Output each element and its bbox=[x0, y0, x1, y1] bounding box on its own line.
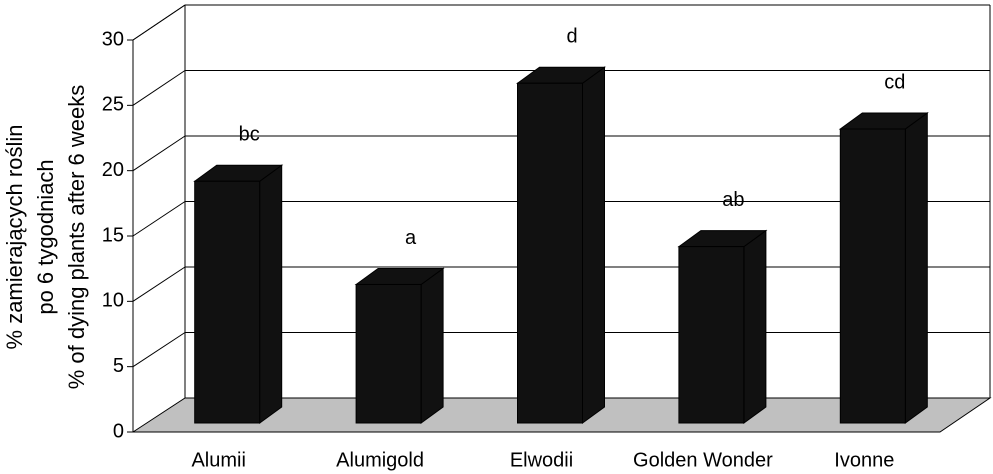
bar-letter: bc bbox=[239, 124, 260, 146]
y-axis-title-line: po 6 tygodniach bbox=[33, 159, 58, 314]
bar-letter: a bbox=[405, 227, 417, 249]
x-tick-label: Golden Wonder bbox=[633, 449, 773, 471]
bar-side bbox=[743, 229, 767, 424]
y-tick-label: 20 bbox=[102, 159, 124, 181]
y-axis-title-line: % zamierających roślin bbox=[2, 125, 27, 350]
bar-letter: d bbox=[566, 26, 577, 48]
y-axis-title-line: % of dying plants after 6 weeks bbox=[64, 85, 89, 390]
bar-side bbox=[420, 267, 444, 424]
grid-line-side bbox=[132, 201, 186, 237]
y-tick-label: 30 bbox=[102, 28, 124, 50]
bar-side bbox=[582, 66, 605, 424]
bar-side bbox=[259, 164, 283, 424]
grid-line-side bbox=[132, 4, 186, 41]
bar bbox=[517, 82, 583, 424]
grid-line-side bbox=[132, 332, 186, 368]
bar bbox=[194, 180, 261, 424]
bar bbox=[678, 246, 745, 424]
bar bbox=[355, 283, 422, 424]
grid-line-side bbox=[132, 70, 186, 106]
y-tick-label: 10 bbox=[102, 290, 124, 312]
y-tick-label: 5 bbox=[113, 355, 124, 377]
y-tick-label: 15 bbox=[102, 224, 124, 246]
y-tick-label: 0 bbox=[113, 420, 124, 442]
x-tick-label: Alumii bbox=[191, 449, 245, 471]
y-axis-title: % zamierających roślin po 6 tygodniach% o… bbox=[2, 85, 89, 390]
grid-line-side bbox=[132, 135, 186, 172]
x-tick-label: Alumigold bbox=[336, 449, 424, 471]
y-tick-label: 25 bbox=[102, 94, 124, 116]
bar-side bbox=[904, 112, 928, 424]
x-tick-label: Elwodii bbox=[510, 449, 573, 471]
bar bbox=[839, 128, 906, 424]
bar-letter: ab bbox=[722, 189, 744, 211]
x-tick-label: Ivonne bbox=[834, 449, 894, 471]
grid-line-side bbox=[132, 266, 186, 302]
bar-letter: cd bbox=[884, 71, 905, 93]
